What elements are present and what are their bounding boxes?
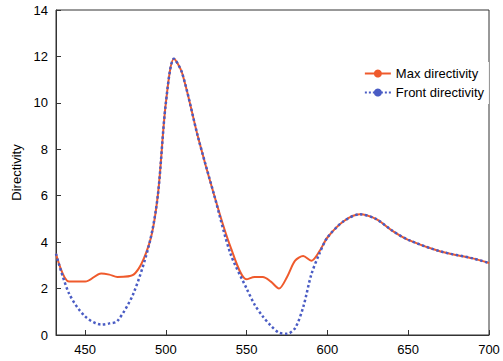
- svg-text:8: 8: [41, 142, 48, 157]
- svg-text:2: 2: [41, 281, 48, 296]
- svg-text:12: 12: [34, 49, 48, 64]
- svg-text:Front directivity: Front directivity: [396, 85, 485, 100]
- svg-text:Max directivity: Max directivity: [396, 66, 479, 81]
- svg-text:4: 4: [41, 235, 48, 250]
- svg-text:550: 550: [236, 342, 258, 357]
- svg-text:500: 500: [155, 342, 177, 357]
- svg-text:700: 700: [478, 342, 500, 357]
- svg-text:650: 650: [397, 342, 419, 357]
- svg-text:450: 450: [74, 342, 96, 357]
- svg-text:0: 0: [41, 328, 48, 343]
- svg-text:6: 6: [41, 188, 48, 203]
- svg-text:10: 10: [34, 95, 48, 110]
- svg-text:600: 600: [317, 342, 339, 357]
- svg-text:14: 14: [34, 3, 48, 18]
- svg-text:Directivity: Directivity: [9, 144, 24, 201]
